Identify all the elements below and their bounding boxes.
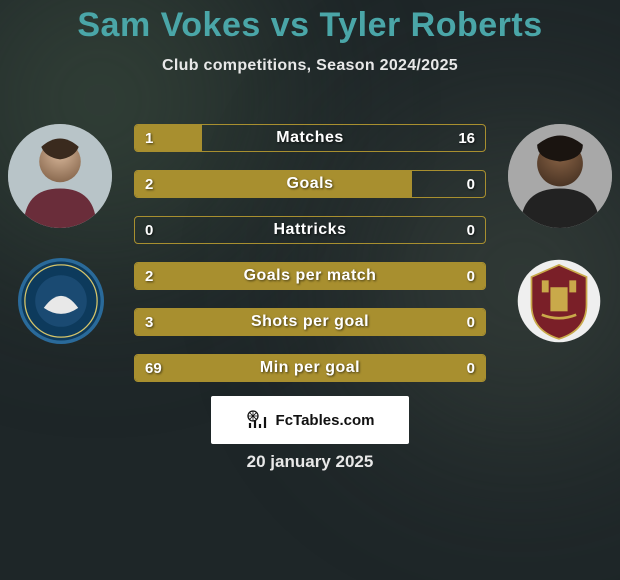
stat-label: Matches: [135, 125, 485, 151]
stat-row: 690Min per goal: [134, 354, 486, 382]
date-label: 20 january 2025: [0, 452, 620, 472]
brand-box[interactable]: FcTables.com: [211, 396, 409, 444]
stat-label: Shots per goal: [135, 309, 485, 335]
page-title: Sam Vokes vs Tyler Roberts: [0, 0, 620, 45]
badge-icon: [516, 258, 602, 344]
stat-row: 20Goals: [134, 170, 486, 198]
stat-row: 20Goals per match: [134, 262, 486, 290]
stat-label: Goals per match: [135, 263, 485, 289]
player-right-avatar: [508, 124, 612, 228]
stat-label: Min per goal: [135, 355, 485, 381]
badge-icon: [18, 258, 104, 344]
player-left-avatar: [8, 124, 112, 228]
stat-label: Goals: [135, 171, 485, 197]
stat-row: 116Matches: [134, 124, 486, 152]
stat-row: 00Hattricks: [134, 216, 486, 244]
club-left-badge: [18, 258, 104, 344]
subtitle: Club competitions, Season 2024/2025: [0, 57, 620, 75]
avatar-placeholder-icon: [508, 124, 612, 228]
avatar-placeholder-icon: [8, 124, 112, 228]
soccer-chart-icon: [246, 408, 270, 432]
stat-label: Hattricks: [135, 217, 485, 243]
stat-row: 30Shots per goal: [134, 308, 486, 336]
stats-bars: 116Matches 20Goals 00Hattricks 20Goals per …: [134, 124, 486, 400]
brand-text: FcTables.com: [276, 412, 375, 429]
club-right-badge: [516, 258, 602, 344]
